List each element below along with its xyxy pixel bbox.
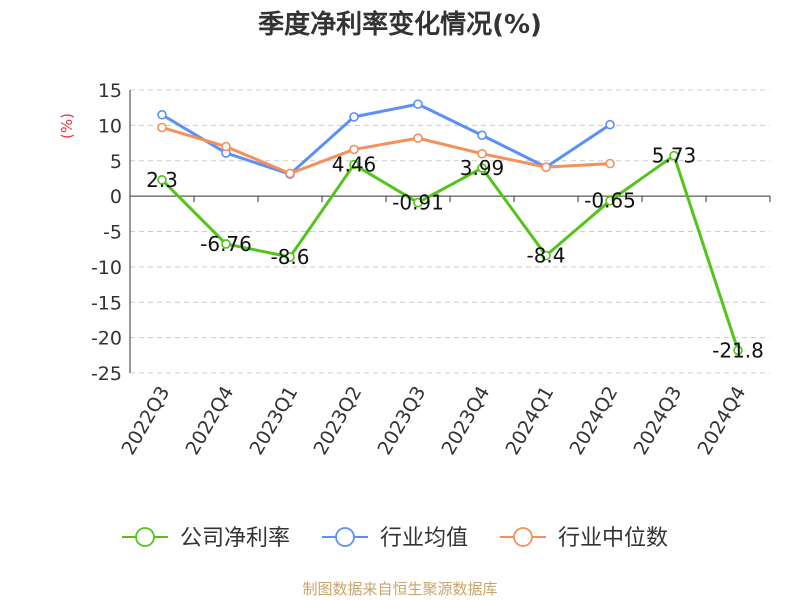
data-point: [605, 195, 615, 206]
data-point: [157, 175, 167, 185]
data-point: [541, 250, 551, 261]
data-point: [221, 141, 231, 152]
data-point: [349, 144, 359, 155]
x-tick-label: 2024Q3: [630, 383, 687, 459]
data-point: [733, 345, 743, 356]
y-tick-label: 15: [98, 80, 122, 102]
data-label: 5.73: [652, 144, 697, 168]
x-tick-label: 2023Q4: [438, 383, 495, 459]
y-tick-label: 10: [98, 115, 122, 137]
y-tick-label: -10: [91, 257, 122, 279]
data-label: -6.76: [200, 232, 252, 256]
data-point: [413, 99, 423, 109]
data-point: [349, 159, 359, 170]
series-line: [161, 126, 611, 175]
data-point: [413, 133, 423, 143]
data-label: -0.91: [392, 191, 444, 215]
legend: 公司净利率 行业均值 行业中位数: [122, 526, 668, 551]
data-point: [413, 197, 423, 208]
series-lines: [157, 99, 743, 356]
data-point: [221, 239, 231, 249]
y-axis-label: (%): [58, 113, 76, 139]
data-point: [477, 130, 487, 141]
x-tick-label: 2023Q3: [374, 383, 431, 459]
legend-marker: [135, 527, 155, 547]
data-labels: 2.3 -6.76 -8.6 4.46 -0.91 3.99 -8.4 -0.65 5.73 -2…: [146, 144, 764, 363]
data-point: [477, 163, 487, 173]
data-point: [605, 119, 615, 130]
data-label: -21.8: [712, 338, 764, 362]
data-point: [285, 168, 295, 179]
data-point: [477, 148, 487, 159]
x-tick-label: 2024Q1: [502, 383, 559, 459]
series-line: [161, 102, 611, 176]
data-point: [541, 162, 551, 172]
x-tick-label: 2022Q3: [118, 383, 175, 459]
y-tick-label: -25: [91, 363, 122, 385]
data-point: [605, 158, 615, 169]
y-tick-label: -5: [103, 222, 122, 244]
data-label: -8.6: [270, 245, 309, 269]
source-caption: 制图数据来自恒生聚源数据库: [302, 580, 497, 598]
x-tick-label: 2024Q4: [694, 383, 751, 459]
data-label: 4.46: [332, 153, 377, 177]
legend-label: 行业均值: [380, 526, 468, 551]
y-tick-label: -20: [91, 328, 122, 350]
x-tick-label: 2022Q4: [182, 383, 239, 459]
legend-label: 公司净利率: [180, 526, 290, 551]
data-label: -0.65: [584, 189, 636, 213]
data-point: [669, 150, 679, 161]
series-line: [160, 154, 740, 351]
y-tick-label: 0: [110, 186, 122, 208]
data-label: 2.3: [146, 168, 178, 192]
legend-label: 行业中位数: [558, 526, 668, 551]
x-tick-label: 2024Q2: [566, 383, 623, 459]
data-label: 3.99: [460, 156, 505, 180]
y-tick-label: 5: [110, 151, 122, 173]
legend-marker: [335, 527, 355, 547]
grid-lines: [130, 89, 770, 374]
data-label: -8.4: [526, 244, 565, 268]
chart-title: 季度净利率变化情况(%): [258, 9, 542, 40]
legend-marker: [513, 527, 533, 547]
y-tick-label: -15: [91, 292, 122, 314]
data-point: [157, 122, 167, 133]
data-point: [285, 252, 295, 262]
x-tick-label: 2023Q2: [310, 383, 367, 459]
x-tick-label: 2023Q1: [246, 383, 303, 459]
data-point: [157, 109, 167, 120]
data-point: [349, 112, 359, 122]
